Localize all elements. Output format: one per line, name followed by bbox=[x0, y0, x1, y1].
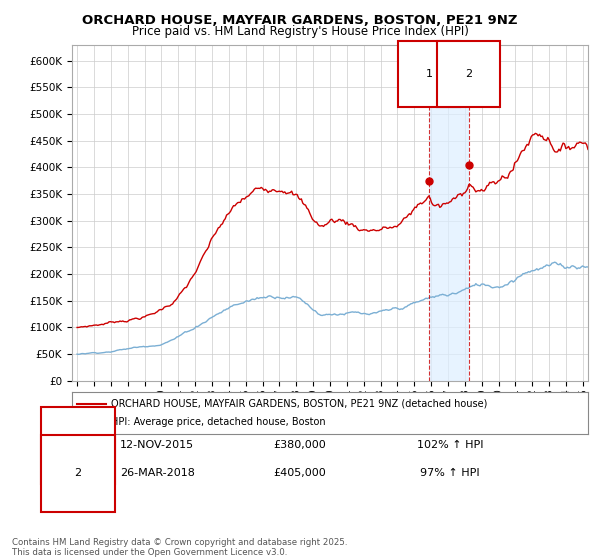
Text: 102% ↑ HPI: 102% ↑ HPI bbox=[417, 440, 483, 450]
Text: Contains HM Land Registry data © Crown copyright and database right 2025.
This d: Contains HM Land Registry data © Crown c… bbox=[12, 538, 347, 557]
Text: 2: 2 bbox=[74, 468, 82, 478]
Text: £405,000: £405,000 bbox=[274, 468, 326, 478]
Text: 1: 1 bbox=[425, 69, 433, 79]
Text: ORCHARD HOUSE, MAYFAIR GARDENS, BOSTON, PE21 9NZ: ORCHARD HOUSE, MAYFAIR GARDENS, BOSTON, … bbox=[82, 14, 518, 27]
Text: 26-MAR-2018: 26-MAR-2018 bbox=[120, 468, 195, 478]
Text: HPI: Average price, detached house, Boston: HPI: Average price, detached house, Bost… bbox=[110, 417, 325, 427]
Text: 2: 2 bbox=[465, 69, 472, 79]
Text: Price paid vs. HM Land Registry's House Price Index (HPI): Price paid vs. HM Land Registry's House … bbox=[131, 25, 469, 38]
Text: ORCHARD HOUSE, MAYFAIR GARDENS, BOSTON, PE21 9NZ (detached house): ORCHARD HOUSE, MAYFAIR GARDENS, BOSTON, … bbox=[110, 399, 487, 409]
Text: 97% ↑ HPI: 97% ↑ HPI bbox=[420, 468, 480, 478]
Text: 1: 1 bbox=[74, 440, 82, 450]
Bar bbox=[429, 45, 469, 381]
Text: 12-NOV-2015: 12-NOV-2015 bbox=[120, 440, 194, 450]
Text: £380,000: £380,000 bbox=[274, 440, 326, 450]
